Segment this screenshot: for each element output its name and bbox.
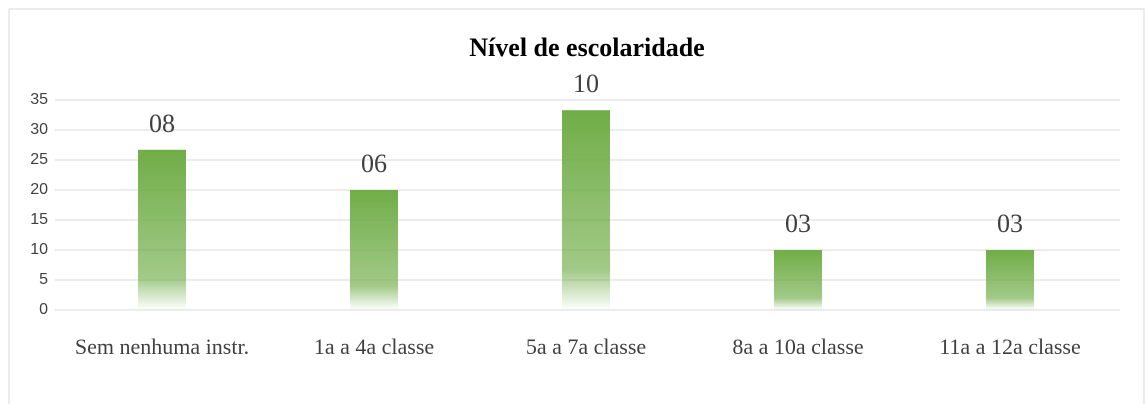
y-tick-label: 10 xyxy=(30,241,48,258)
bar xyxy=(774,250,822,310)
y-tick-label: 25 xyxy=(30,151,48,168)
data-label: 03 xyxy=(997,209,1023,238)
chart-title: Nível de escolaridade xyxy=(469,33,704,62)
y-tick-label: 15 xyxy=(30,211,48,228)
data-label: 08 xyxy=(149,109,175,138)
x-tick-label: 1a a 4a classe xyxy=(313,334,435,359)
bar xyxy=(350,190,398,310)
bar xyxy=(986,250,1034,310)
bar xyxy=(562,110,610,310)
bar xyxy=(138,149,186,310)
chart-border xyxy=(8,8,1145,404)
x-tick-label: 8a a 10a classe xyxy=(732,334,864,359)
y-tick-label: 30 xyxy=(30,121,48,138)
x-tick-label: 11a a 12a classe xyxy=(939,334,1081,359)
data-label: 10 xyxy=(573,69,599,98)
y-tick-label: 35 xyxy=(30,91,48,108)
data-label: 03 xyxy=(785,209,811,238)
x-tick-label: Sem nenhuma instr. xyxy=(74,334,250,359)
x-tick-label: 5a a 7a classe xyxy=(525,334,647,359)
y-tick-label: 5 xyxy=(39,271,48,288)
y-tick-label: 20 xyxy=(30,181,48,198)
y-tick-label: 0 xyxy=(39,301,48,318)
data-label: 06 xyxy=(361,149,387,178)
